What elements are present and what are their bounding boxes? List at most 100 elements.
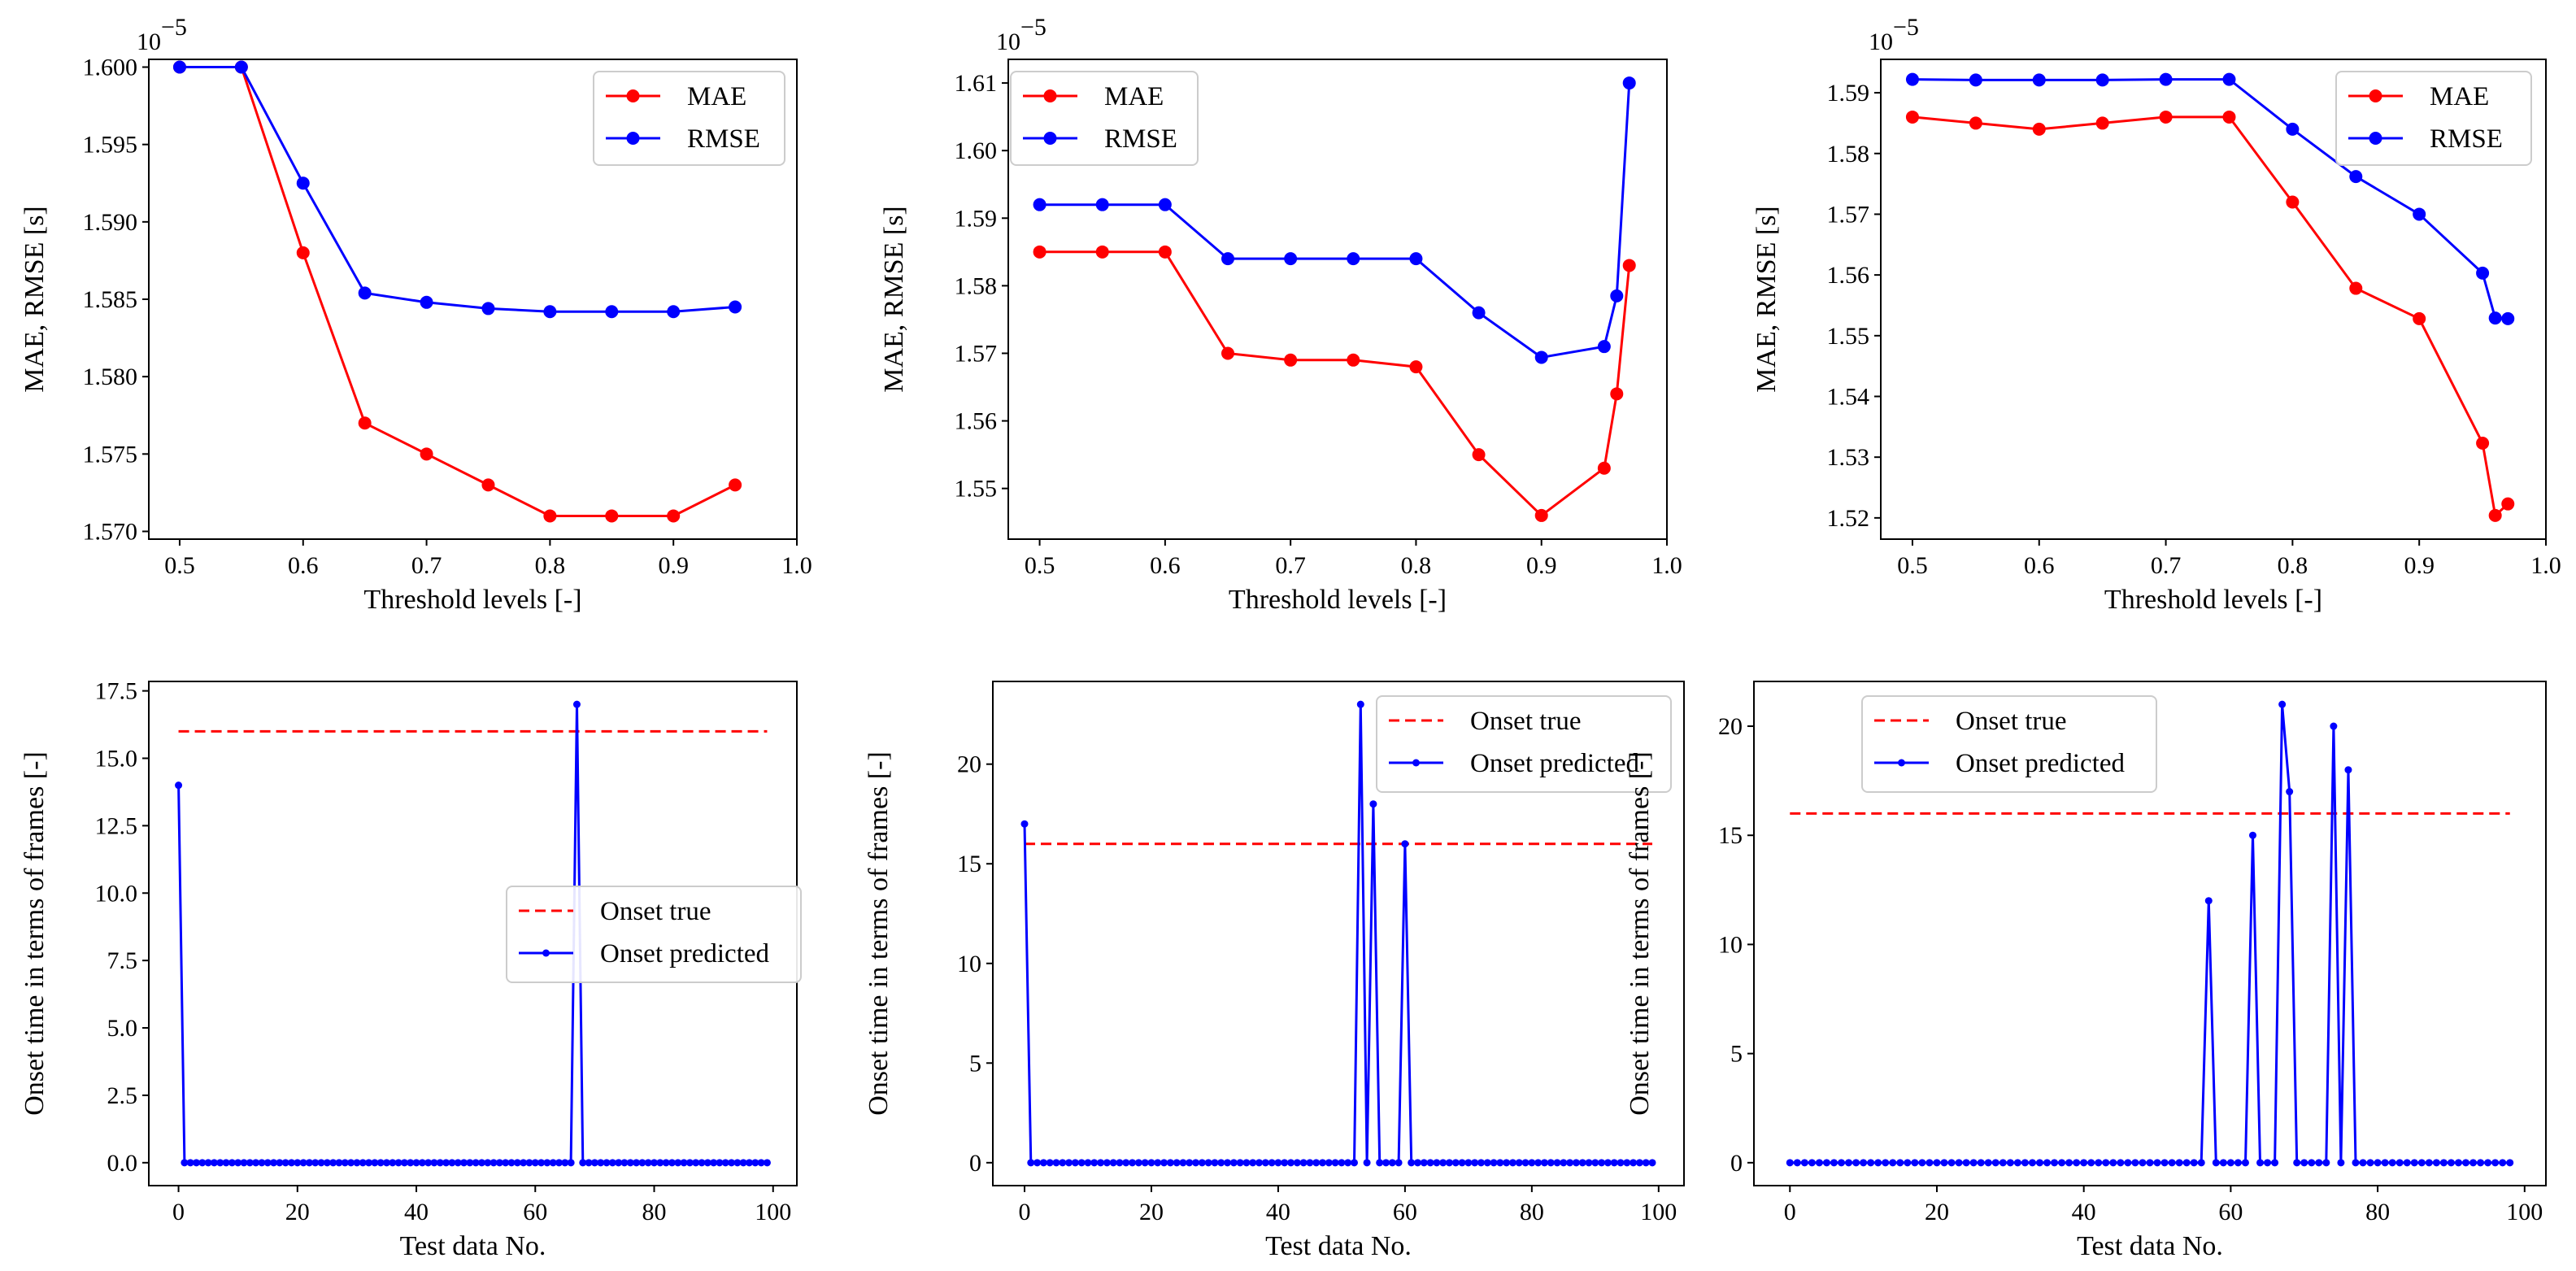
onset-predicted-point: [615, 1159, 623, 1167]
legend-swatch-marker: [1898, 759, 1905, 767]
onset-predicted-point: [1591, 1159, 1599, 1167]
onset-predicted-point: [1134, 1159, 1142, 1167]
onset-predicted-point: [1617, 1159, 1625, 1167]
onset-predicted-point: [2499, 1159, 2507, 1167]
onset-predicted-point: [1962, 1159, 1970, 1167]
onset-predicted-point: [2374, 1159, 2382, 1167]
data-point-mae: [2476, 437, 2490, 450]
onset-predicted-point: [1471, 1159, 1479, 1167]
onset-predicted-point: [2366, 1159, 2374, 1167]
chart-1: 0.5 0.6 0.7 0.8 0.9 1.0 1.570 1.575 1.580 1.585 1.…: [20, 14, 812, 615]
onset-predicted-point: [603, 1159, 611, 1167]
chart-4: 0 20 40 60 80 100 0.0 2.5 5.0 7.5 10.0 12.5 15.0 17.5…: [20, 678, 802, 1261]
onset-predicted-point: [1338, 1159, 1346, 1167]
onset-predicted-point: [1306, 1159, 1314, 1167]
onset-predicted-point: [1642, 1159, 1650, 1167]
onset-predicted-point: [1236, 1159, 1244, 1167]
onset-predicted-point: [1186, 1159, 1194, 1167]
y-axis-label: MAE, RMSE [s]: [879, 206, 909, 393]
onset-predicted-point: [281, 1159, 289, 1167]
y-tick-label: 1.56: [1827, 262, 1870, 289]
legend-label: RMSE: [1104, 124, 1177, 154]
onset-predicted-point: [329, 1159, 337, 1167]
onset-predicted-point: [2477, 1159, 2485, 1167]
data-point-rmse: [1158, 198, 1172, 211]
y-tick-label: 2.5: [107, 1082, 138, 1109]
x-tick-label: 0.8: [2278, 552, 2308, 579]
plot-area: [175, 700, 771, 1167]
onset-predicted-point: [1356, 700, 1364, 708]
chart-5: 0 20 40 60 80 100 0 5 10 15 20 Test data No. Onset t…: [864, 681, 1685, 1261]
onset-predicted-point: [2219, 1159, 2227, 1167]
onset-predicted-point: [246, 1159, 254, 1167]
onset-predicted-point: [228, 1159, 236, 1167]
onset-predicted-point: [311, 1159, 320, 1167]
onset-predicted-point: [2381, 1159, 2389, 1167]
onset-predicted-point: [323, 1159, 331, 1167]
y-tick-label: 12.5: [95, 812, 138, 839]
legend-label: RMSE: [2430, 124, 2503, 154]
x-tick-label: 0: [172, 1199, 185, 1225]
onset-predicted-point: [1299, 1159, 1308, 1167]
plot-area: [1786, 700, 2514, 1167]
plot-area: [172, 60, 742, 523]
onset-predicted-point: [2117, 1159, 2125, 1167]
data-point-mae: [729, 478, 742, 492]
data-point-mae: [1347, 353, 1360, 367]
onset-predicted-point: [644, 1159, 652, 1167]
legend: Onset true Onset predicted: [1376, 695, 1672, 793]
onset-predicted-point: [2175, 1159, 2183, 1167]
onset-predicted-point: [2234, 1159, 2242, 1167]
onset-predicted-point: [1610, 1159, 1618, 1167]
y-tick-label: 1.57: [1827, 201, 1870, 228]
onset-predicted-point: [317, 1159, 325, 1167]
onset-predicted-point: [1630, 1159, 1638, 1167]
onset-predicted-point: [626, 1159, 634, 1167]
x-tick-label: 0.5: [164, 552, 195, 579]
onset-predicted-point: [633, 1159, 641, 1167]
onset-predicted-point: [2190, 1159, 2198, 1167]
onset-predicted-point: [204, 1159, 212, 1167]
onset-predicted-point: [1547, 1159, 1555, 1167]
data-point-mae: [481, 478, 495, 492]
series-line-mae: [180, 66, 736, 517]
onset-predicted-point: [1369, 800, 1377, 808]
onset-predicted-point: [2124, 1159, 2132, 1167]
onset-predicted-point: [1147, 1159, 1155, 1167]
onset-predicted-point: [1211, 1159, 1219, 1167]
onset-predicted-point: [1350, 1159, 1358, 1167]
x-tick-label: 0.5: [1897, 552, 1928, 579]
onset-predicted-point: [2410, 1159, 2418, 1167]
onset-predicted-point: [1198, 1159, 1206, 1167]
data-point-mae: [2488, 508, 2502, 522]
onset-predicted-point: [1503, 1159, 1511, 1167]
onset-predicted-point: [2293, 1159, 2301, 1167]
onset-predicted-point: [1268, 1159, 1276, 1167]
data-point-mae: [2095, 116, 2109, 130]
y-tick-label: 15: [1718, 822, 1743, 849]
legend: Onset true Onset predicted: [506, 886, 802, 983]
chart-3: 0.5 0.6 0.7 0.8 0.9 1.0 1.52 1.53 1.54 1.55 1.56 1.…: [1751, 14, 2561, 615]
x-tick-label: 80: [642, 1199, 667, 1225]
data-point-mae: [2413, 311, 2426, 325]
data-point-mae: [1610, 387, 1624, 401]
y-axis-label: Onset time in terms of frames [-]: [1625, 751, 1655, 1116]
series-line-rmse: [1912, 78, 2509, 320]
onset-predicted-point: [1528, 1159, 1536, 1167]
onset-predicted-point: [1947, 1159, 1956, 1167]
onset-predicted-point: [2109, 1159, 2117, 1167]
onset-predicted-point: [234, 1159, 242, 1167]
x-tick-label: 20: [1139, 1199, 1164, 1225]
onset-predicted-point: [1882, 1159, 1890, 1167]
onset-predicted-point: [1395, 1159, 1403, 1167]
onset-predicted-point: [484, 1159, 492, 1167]
onset-predicted-point: [2204, 897, 2213, 905]
onset-predicted-point: [2051, 1159, 2059, 1167]
data-point-mae: [1033, 245, 1046, 259]
onset-predicted-point: [1439, 1159, 1447, 1167]
y-tick-label: 5: [1730, 1041, 1743, 1068]
onset-predicted-point: [2087, 1159, 2095, 1167]
data-point-mae: [605, 509, 619, 523]
onset-predicted-point: [572, 700, 581, 708]
data-point-rmse: [1534, 350, 1548, 364]
